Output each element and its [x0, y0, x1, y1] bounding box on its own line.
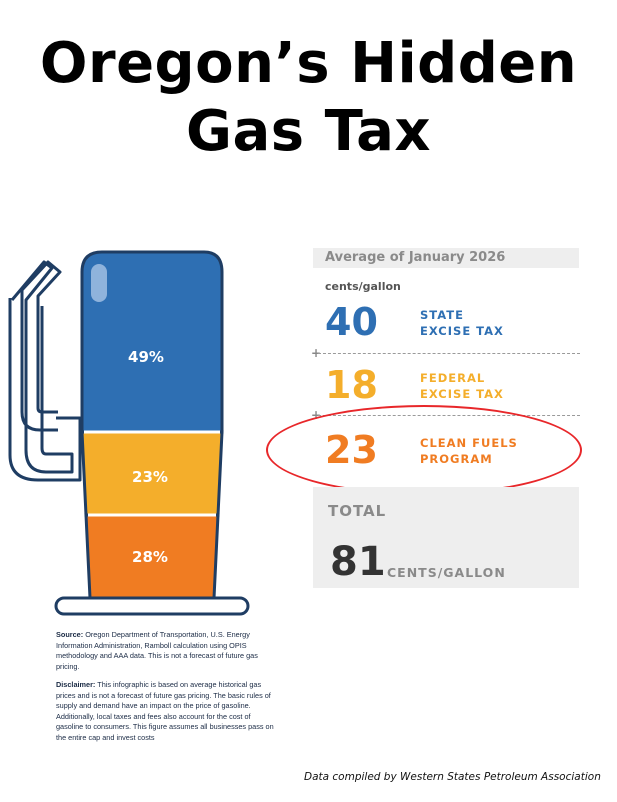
- state-tax-label-line2: EXCISE TAX: [420, 324, 504, 338]
- row-state-excise: 40 STATE EXCISE TAX: [313, 300, 579, 362]
- state-tax-value: 40: [325, 300, 378, 344]
- pump-label-federal: 23%: [132, 468, 168, 486]
- title-line-2: Gas Tax: [186, 99, 431, 164]
- footnotes: Source: Oregon Department of Transportat…: [56, 630, 278, 751]
- pump-hose-inner: [10, 260, 74, 474]
- total-label: TOTAL: [328, 502, 387, 520]
- pump-hose-arm: [8, 298, 82, 482]
- disclaimer-heading: Disclaimer:: [56, 680, 96, 689]
- gas-pump-graphic: 49% 23% 28%: [8, 250, 250, 616]
- plus-sign-1: +: [311, 346, 322, 360]
- page-title: Oregon’s Hidden Gas Tax: [0, 30, 617, 166]
- pump-glare: [91, 264, 107, 302]
- data-credit: Data compiled by Western States Petroleu…: [304, 771, 601, 783]
- total-box: TOTAL 81 CENTS/GALLON: [313, 487, 579, 588]
- federal-tax-label-line1: FEDERAL: [420, 371, 486, 385]
- source-heading: Source:: [56, 630, 84, 639]
- panel-heading: Average of January 2026: [313, 248, 579, 268]
- pump-label-state: 49%: [128, 348, 164, 366]
- row-federal-excise: 18 FEDERAL EXCISE TAX: [313, 363, 579, 425]
- federal-tax-label-line2: EXCISE TAX: [420, 387, 504, 401]
- pump-segment-state: [80, 250, 224, 434]
- disclaimer-text: This infographic is based on average his…: [56, 680, 274, 742]
- source-note: Source: Oregon Department of Transportat…: [56, 630, 278, 672]
- pump-hose-outer: [20, 260, 62, 432]
- federal-tax-label: FEDERAL EXCISE TAX: [420, 370, 504, 402]
- disclaimer-note: Disclaimer: This infographic is based on…: [56, 680, 278, 743]
- state-tax-label: STATE EXCISE TAX: [420, 307, 504, 339]
- title-line-1: Oregon’s Hidden: [39, 31, 578, 96]
- plus-sign-2: +: [311, 408, 322, 422]
- source-text: Oregon Department of Transportation, U.S…: [56, 630, 258, 671]
- federal-tax-value: 18: [325, 363, 378, 407]
- unit-label: cents/gallon: [325, 280, 401, 293]
- divider-1: [318, 353, 580, 354]
- total-unit: CENTS/GALLON: [387, 565, 506, 580]
- total-value: 81: [330, 539, 386, 585]
- clean-fuels-highlight-circle: [266, 405, 582, 495]
- pump-base: [54, 596, 250, 616]
- state-tax-label-line1: STATE: [420, 308, 464, 322]
- pump-label-clean-fuels: 28%: [132, 548, 168, 566]
